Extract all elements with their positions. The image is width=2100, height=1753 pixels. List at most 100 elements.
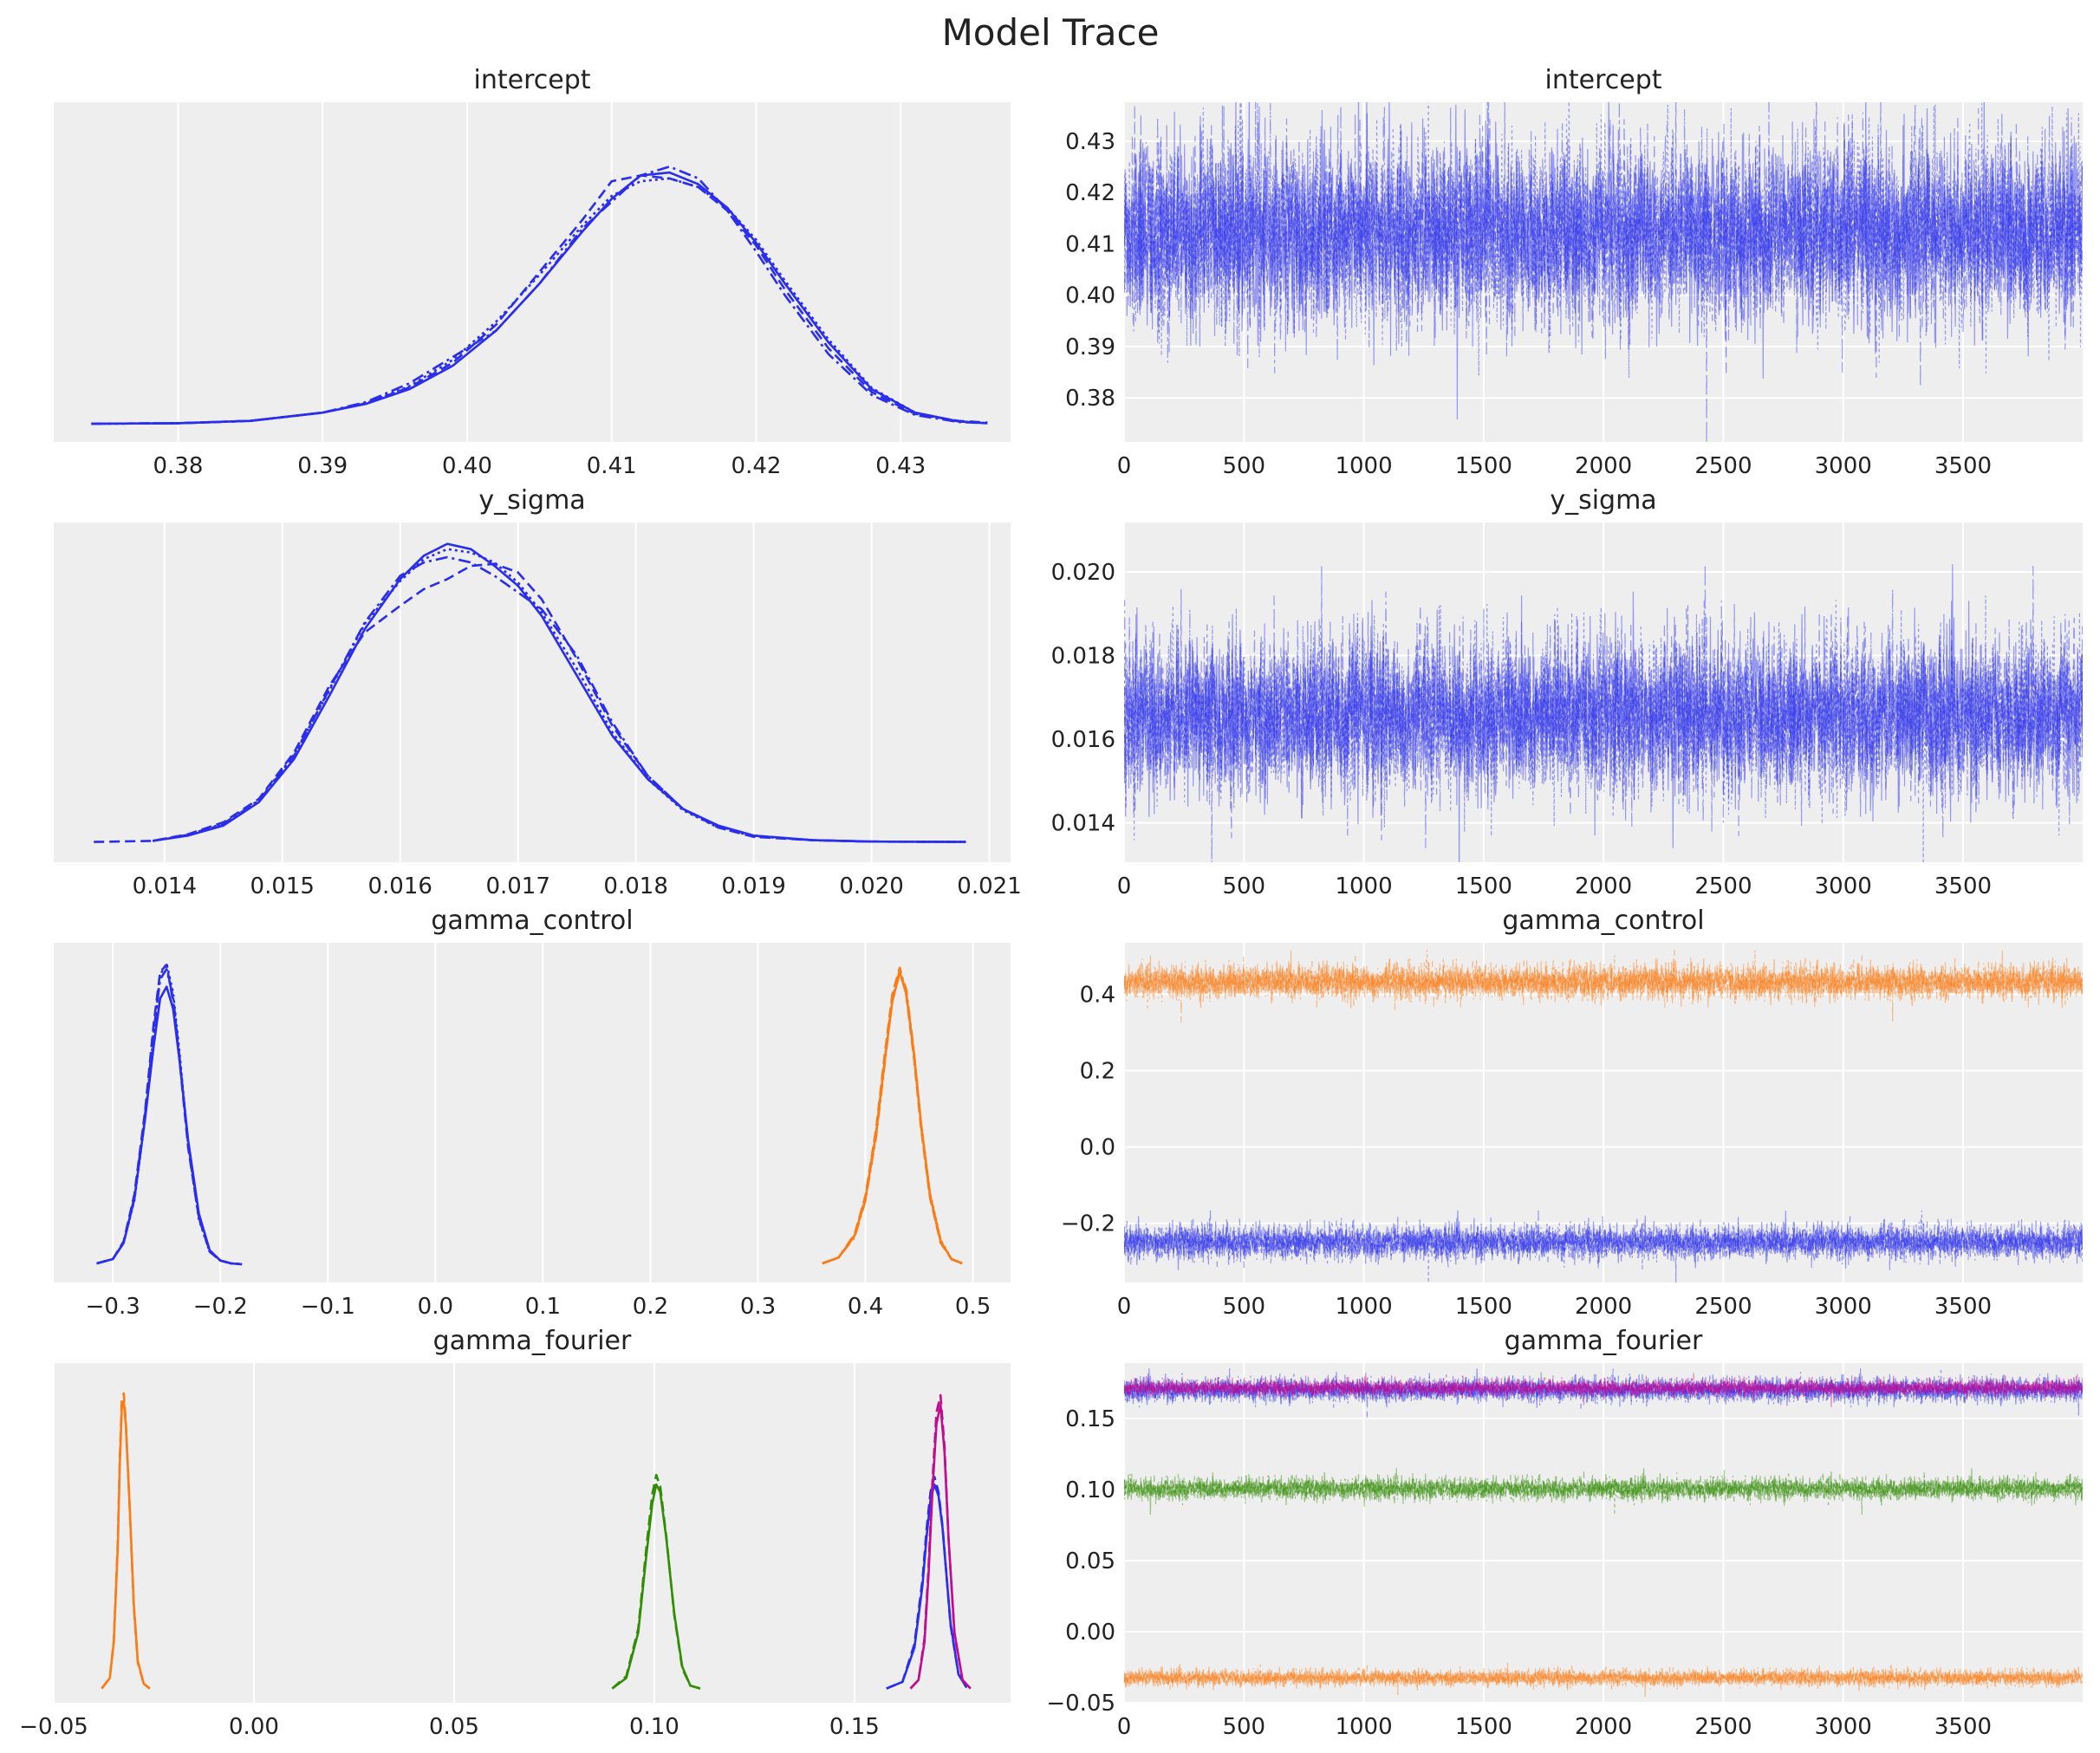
gamma-control-trace-x-tick-label: 500 xyxy=(1222,1294,1265,1320)
gamma-control-trace-orange-chain-2 xyxy=(1124,950,2083,1023)
y-sigma-density-title: y_sigma xyxy=(478,485,585,516)
gamma-fourier-density-series-group xyxy=(101,1392,972,1690)
intercept-trace-x-tick-label: 1000 xyxy=(1335,453,1392,479)
intercept-density-panel: 0.38 0.39 0.40 0.41 0.42 0.43 intercept xyxy=(54,65,1011,479)
intercept-trace-y-tick-label: 0.42 xyxy=(1065,180,1115,206)
figure-title: Model Trace xyxy=(942,11,1160,54)
gamma-fourier-trace-x-tick-label: 0 xyxy=(1117,1714,1132,1740)
gamma-fourier-density-blue-solid-curve xyxy=(886,1483,968,1690)
gamma-control-trace-title: gamma_control xyxy=(1502,906,1704,936)
gamma-fourier-trace-x-tick-label: 3500 xyxy=(1934,1714,1992,1740)
gamma-fourier-density-x-tick-label: 0.05 xyxy=(429,1714,479,1740)
gamma-control-trace-x-tick-label: 0 xyxy=(1117,1294,1132,1320)
y-sigma-density-panel: 0.014 0.015 0.016 0.017 0.018 0.019 0.020 0.021… xyxy=(54,485,1022,899)
intercept-density-blue-dashed-curve xyxy=(91,174,988,425)
intercept-trace-y-tick-label: 0.40 xyxy=(1065,283,1115,309)
gamma-fourier-trace-green-chain-2 xyxy=(1124,1471,2083,1516)
gamma-control-trace-blue-chain-3 xyxy=(1124,1210,2083,1269)
y-sigma-trace-y-tick-label: 0.014 xyxy=(1051,811,1115,837)
y-sigma-trace-x-tick-label: 3500 xyxy=(1934,873,1992,899)
gamma-fourier-trace-orange-chain-1 xyxy=(1124,1665,2083,1698)
gamma-fourier-trace-y-tick-label: 0.00 xyxy=(1065,1620,1115,1646)
gamma-fourier-density-x-tick-label: −0.05 xyxy=(19,1714,88,1740)
gamma-control-trace-x-tick-label: 3500 xyxy=(1934,1294,1992,1320)
gamma-fourier-trace-x-tick-label: 500 xyxy=(1222,1714,1265,1740)
y-sigma-trace-x-tick-label: 500 xyxy=(1222,873,1265,899)
gamma-fourier-trace-panel: 0 500 1000 1500 2000 2500 3000 3500 −0.05 0.00 0.0… xyxy=(1046,1326,2083,1740)
gamma-control-trace-y-tick-label: 0.4 xyxy=(1080,982,1115,1008)
gamma-control-trace-blue-chain-4 xyxy=(1124,1210,2083,1282)
gamma-control-density-x-tick-label: 0.5 xyxy=(955,1294,991,1320)
gamma-fourier-density-orange-dashed-curve xyxy=(101,1392,151,1690)
intercept-density-series-group xyxy=(91,166,988,425)
gamma-fourier-trace-orange-chain-3 xyxy=(1124,1662,2083,1698)
y-sigma-trace-x-tick-label: 0 xyxy=(1117,873,1132,899)
gamma-control-density-x-tick-label: 0.2 xyxy=(633,1294,668,1320)
y-sigma-density-x-tick-label: 0.017 xyxy=(485,873,549,899)
y-sigma-trace-blue-chain-2 xyxy=(1124,565,2083,841)
gamma-fourier-trace-blue-chain-3 xyxy=(1124,1368,2083,1418)
gamma-control-density-x-tick-label: −0.3 xyxy=(86,1294,140,1320)
gamma-fourier-trace-x-tick-label: 1000 xyxy=(1335,1714,1392,1740)
y-sigma-trace-blue-chain-1 xyxy=(1124,564,2083,862)
y-sigma-density-x-tick-label: 0.018 xyxy=(603,873,667,899)
gamma-control-density-x-tick-label: 0.4 xyxy=(848,1294,883,1320)
intercept-density-x-tick-label: 0.41 xyxy=(587,453,637,479)
gamma-fourier-density-x-tick-label: 0.15 xyxy=(829,1714,880,1740)
gamma-control-trace-y-tick-label: 0.0 xyxy=(1080,1135,1115,1161)
gamma-fourier-density-magenta-solid-curve xyxy=(909,1403,972,1690)
gamma-fourier-trace-x-tick-label: 3000 xyxy=(1815,1714,1872,1740)
gamma-control-trace-panel: 0 500 1000 1500 2000 2500 3000 3500 −0.2 0.0 0.2 0.… xyxy=(1061,906,2083,1320)
gamma-control-trace-x-tick-label: 2500 xyxy=(1694,1294,1752,1320)
gamma-control-density-x-tick-label: −0.2 xyxy=(193,1294,248,1320)
intercept-trace-blue-chain-4 xyxy=(1124,102,2083,379)
gamma-fourier-density-blue-dashed-curve xyxy=(886,1476,968,1690)
intercept-trace-blue-chain-1 xyxy=(1124,102,2083,419)
gamma-fourier-trace-y-tick-label: 0.10 xyxy=(1065,1477,1115,1503)
gamma-fourier-trace-orange-chain-2 xyxy=(1124,1662,2083,1691)
gamma-fourier-trace-magenta-chain-4 xyxy=(1124,1373,2083,1401)
intercept-density-x-tick-label: 0.38 xyxy=(153,453,203,479)
gamma-control-trace-y-tick-label: 0.2 xyxy=(1080,1059,1115,1085)
gamma-control-trace-x-tick-label: 3000 xyxy=(1815,1294,1872,1320)
intercept-trace-x-tick-label: 0 xyxy=(1117,453,1132,479)
gamma-control-trace-orange-chain-4 xyxy=(1124,950,2083,1010)
gamma-fourier-trace-x-tick-label: 1500 xyxy=(1455,1714,1512,1740)
y-sigma-trace-y-tick-label: 0.016 xyxy=(1051,727,1115,753)
gamma-control-trace-orange-chain-3 xyxy=(1124,955,2083,1023)
y-sigma-density-blue-dotted-curve xyxy=(152,548,966,843)
gamma-control-density-title: gamma_control xyxy=(431,906,633,936)
gamma-control-trace-blue-chain-1 xyxy=(1124,1210,2083,1270)
gamma-control-density-x-tick-label: 0.3 xyxy=(740,1294,776,1320)
intercept-trace-y-tick-label: 0.38 xyxy=(1065,386,1115,412)
y-sigma-trace-y-tick-label: 0.018 xyxy=(1051,644,1115,670)
y-sigma-trace-x-tick-label: 3000 xyxy=(1815,873,1872,899)
gamma-fourier-trace-magenta-chain-1 xyxy=(1124,1375,2083,1407)
gamma-fourier-trace-y-tick-label: 0.15 xyxy=(1065,1406,1115,1432)
gamma-fourier-trace-title: gamma_fourier xyxy=(1505,1326,1703,1356)
y-sigma-trace-series-group xyxy=(1124,564,2083,862)
y-sigma-trace-title: y_sigma xyxy=(1550,485,1656,516)
intercept-density-x-tick-label: 0.39 xyxy=(297,453,348,479)
intercept-density-x-tick-label: 0.43 xyxy=(875,453,926,479)
intercept-trace-y-tick-label: 0.43 xyxy=(1065,129,1115,155)
intercept-density-x-tick-label: 0.42 xyxy=(731,453,782,479)
gamma-control-trace-x-tick-label: 1000 xyxy=(1335,1294,1392,1320)
intercept-density-x-tick-label: 0.40 xyxy=(442,453,492,479)
gamma-control-density-blue-dotted-curve xyxy=(96,962,243,1266)
intercept-trace-x-tick-label: 2000 xyxy=(1575,453,1632,479)
gamma-fourier-trace-magenta-chain-3 xyxy=(1124,1373,2083,1407)
intercept-trace-y-tick-label: 0.41 xyxy=(1065,231,1115,257)
gamma-fourier-trace-green-chain-1 xyxy=(1124,1468,2083,1516)
gamma-control-density-orange-dashed-curve xyxy=(822,966,963,1265)
intercept-trace-y-tick-label: 0.39 xyxy=(1065,334,1115,360)
y-sigma-density-x-tick-label: 0.016 xyxy=(368,873,432,899)
y-sigma-density-x-tick-label: 0.014 xyxy=(133,873,197,899)
intercept-trace-x-tick-label: 500 xyxy=(1222,453,1265,479)
y-sigma-density-series-group xyxy=(94,542,966,843)
gamma-control-trace-blue-chain-2 xyxy=(1124,1216,2083,1282)
y-sigma-density-x-tick-label: 0.021 xyxy=(957,873,1021,899)
gamma-control-density-x-tick-label: −0.1 xyxy=(301,1294,355,1320)
gamma-control-density-x-tick-label: 0.0 xyxy=(418,1294,453,1320)
